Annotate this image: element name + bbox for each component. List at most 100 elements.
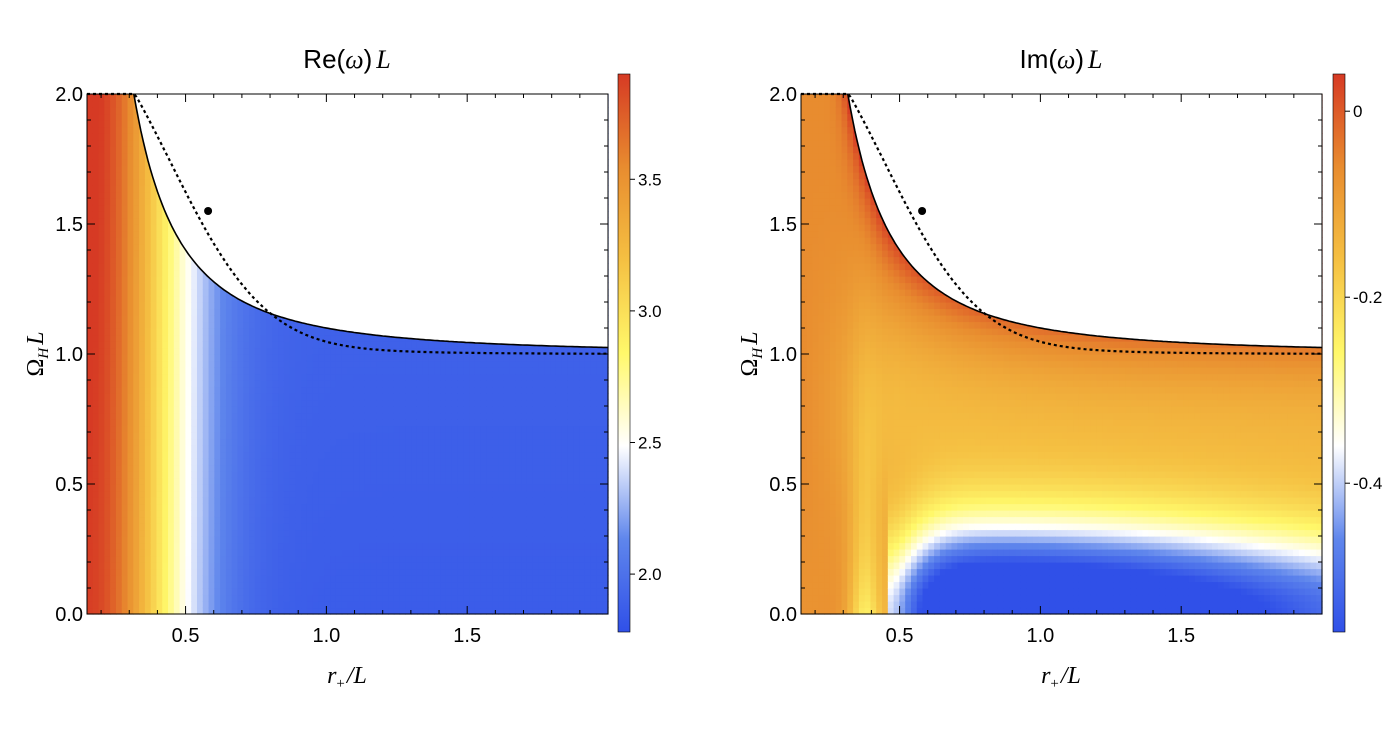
heatmap-cell [144,269,152,277]
heatmap-cell [341,503,349,511]
heatmap-cell [121,412,129,420]
heatmap-cell [115,562,123,570]
heatmap-cell [202,490,210,498]
heatmap-cell [347,451,354,459]
heatmap-cell [289,497,296,505]
heatmap-cell [121,575,129,583]
heatmap-cell [110,321,117,329]
heatmap-cell [295,419,302,427]
heatmap-cell [208,555,215,563]
heatmap-cell [376,464,383,472]
heatmap-cell [185,295,192,303]
heatmap-cell [364,549,372,557]
heatmap-cell [237,555,244,563]
heatmap-cell [312,588,320,596]
heatmap-cell [191,412,198,420]
heatmap-cell [411,419,418,427]
heatmap-cell [173,256,181,264]
heatmap-cell [162,282,169,290]
heatmap-cell [179,471,187,479]
heatmap-cell [254,308,262,316]
heatmap-cell [266,523,273,531]
heatmap-cell [110,347,117,355]
heatmap-cell [382,464,389,472]
heatmap-cell [295,334,302,342]
heatmap-cell [98,451,105,459]
heatmap-cell [301,360,308,368]
heatmap-cell [220,328,227,336]
heatmap-cell [92,211,100,219]
heatmap-cell [98,464,105,472]
heatmap-cell [115,568,123,576]
heatmap-cell [254,321,262,329]
heatmap-cell [144,516,152,524]
heatmap-cell [289,406,296,414]
heatmap-cell [98,406,105,414]
heatmap-cell [370,536,378,544]
heatmap-cell [87,341,94,349]
heatmap-cell [127,529,134,537]
heatmap-cell [428,380,435,388]
heatmap-cell [196,321,204,329]
heatmap-cell [115,510,123,518]
heatmap-cell [301,581,308,589]
heatmap-cell [173,269,181,277]
heatmap-cell [416,373,424,381]
heatmap-cell [393,471,401,479]
heatmap-cell [237,549,244,557]
heatmap-cell [133,120,140,128]
heatmap-cell [98,555,105,563]
heatmap-cell [156,451,163,459]
heatmap-cell [289,328,296,336]
heatmap-cell [283,594,291,602]
heatmap-cell [376,607,383,615]
heatmap-cell [179,516,187,524]
heatmap-cell [225,581,233,589]
heatmap-cell [353,464,360,472]
heatmap-cell [399,575,406,583]
heatmap-cell [98,185,105,193]
heatmap-cell [393,367,401,375]
heatmap-cell [127,347,134,355]
heatmap-cell [376,432,383,440]
heatmap-cell [220,321,227,329]
heatmap-cell [139,146,146,154]
heatmap-cell [133,152,140,160]
heatmap-cell [127,438,134,446]
heatmap-cell [110,575,117,583]
heatmap-cell [231,386,239,394]
heatmap-cell [185,412,192,420]
heatmap-cell [156,588,163,596]
heatmap-cell [272,471,279,479]
heatmap-cell [231,549,239,557]
heatmap-cell [278,523,285,531]
heatmap-cell [202,536,210,544]
heatmap-cell [104,289,111,297]
heatmap-cell [144,529,152,537]
heatmap-cell [422,367,430,375]
heatmap-cell [87,529,94,537]
heatmap-cell [422,516,430,524]
heatmap-cell [295,354,302,362]
heatmap-cell [260,464,268,472]
heatmap-cell [191,471,198,479]
heatmap-cell [260,399,268,407]
heatmap-cell [208,406,215,414]
heatmap-cell [359,562,366,570]
heatmap-cell [133,289,140,297]
heatmap-cell [208,549,215,557]
heatmap-cell [220,438,227,446]
heatmap-cell [324,497,331,505]
heatmap-cell [110,178,117,186]
heatmap-cell [144,341,152,349]
heatmap-cell [225,607,233,615]
heatmap-cell [434,458,441,466]
heatmap-cell [283,607,291,615]
heatmap-cell [289,458,296,466]
heatmap-cell [283,406,291,414]
heatmap-cell [185,289,192,297]
heatmap-cell [359,516,366,524]
heatmap-cell [173,601,181,609]
heatmap-cell [312,562,320,570]
heatmap-cell [272,360,279,368]
